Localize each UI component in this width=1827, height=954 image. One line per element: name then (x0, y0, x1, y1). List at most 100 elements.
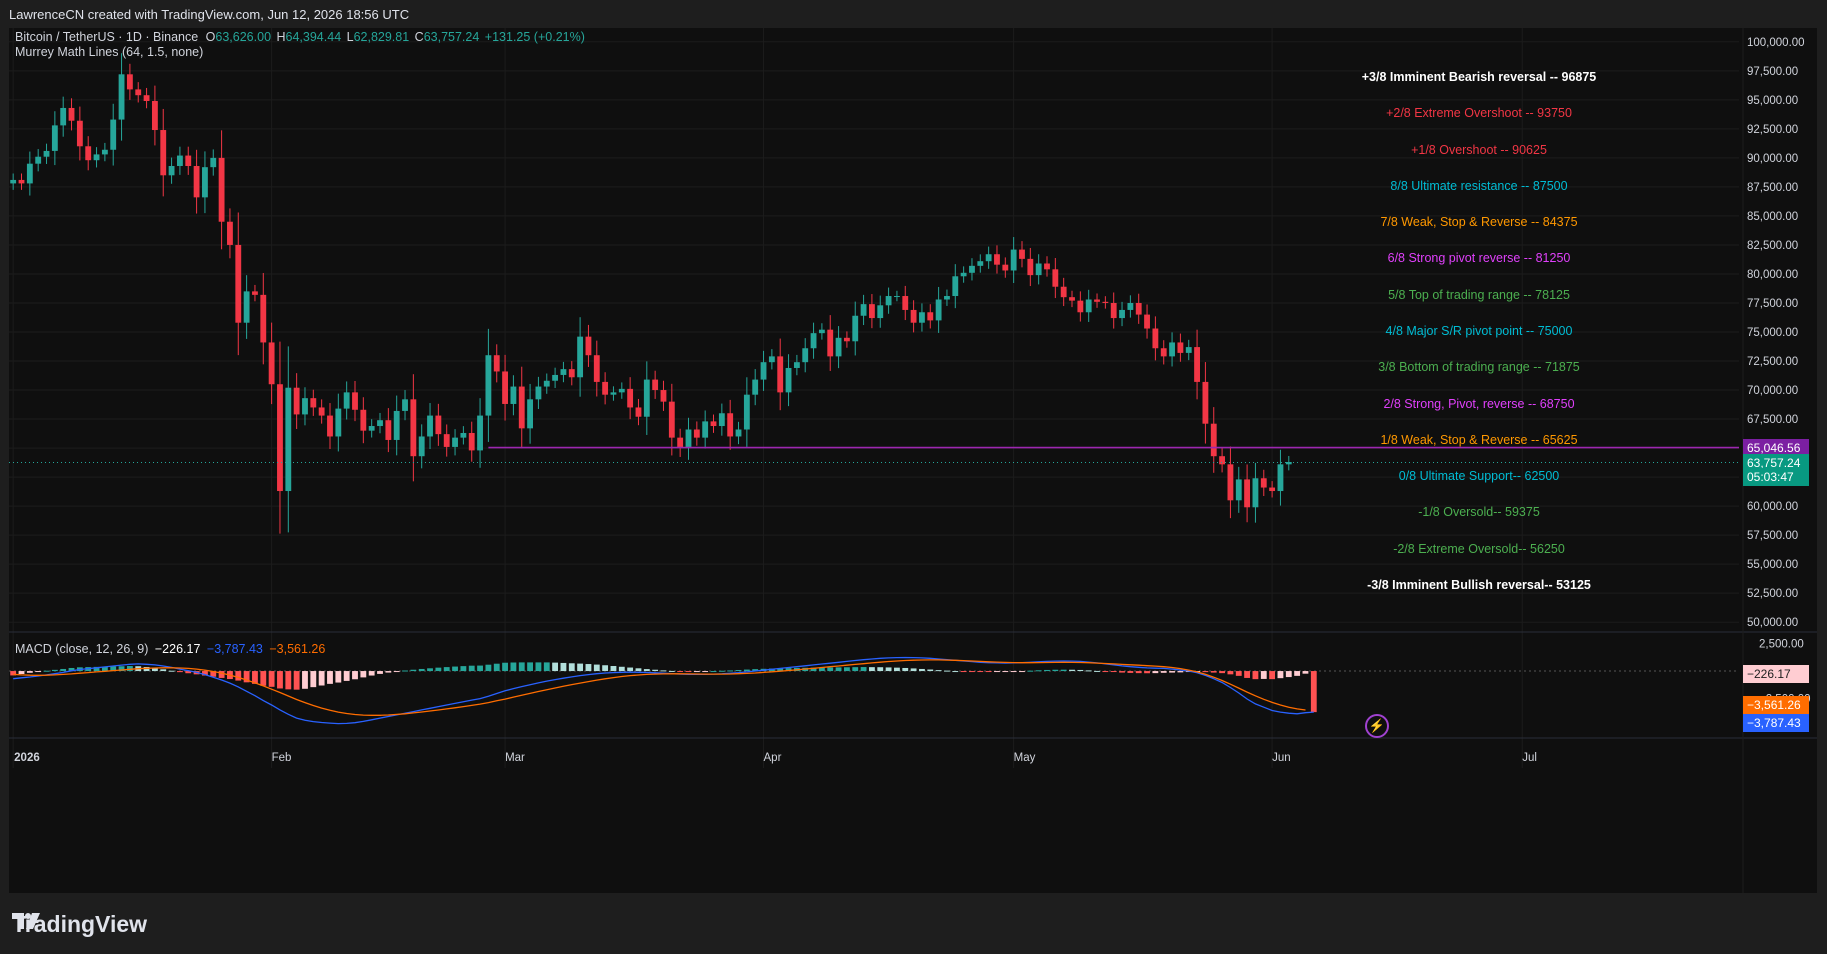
candle-body (1069, 297, 1075, 301)
macd-histogram-bar (260, 671, 267, 686)
candle-body (919, 312, 925, 323)
macd-histogram-bar (285, 671, 292, 690)
macd-histogram-bar (393, 671, 400, 673)
candle-body (618, 388, 625, 393)
tradingview-logo[interactable]: TradingView (12, 911, 147, 938)
candle-body (1252, 478, 1259, 508)
macd-histogram-bar (1127, 671, 1134, 673)
candle-body (277, 384, 283, 492)
macd-histogram-bar (1002, 671, 1009, 673)
candle-body (960, 272, 967, 277)
y-tick-label: 52,500.00 (1747, 588, 1798, 600)
candle-body (952, 276, 959, 297)
candle-body (393, 410, 400, 440)
candle-body (560, 369, 567, 375)
lightning-icon[interactable]: ⚡ (1365, 714, 1389, 738)
macd-histogram-bar (627, 667, 634, 672)
candle-body (252, 291, 258, 295)
macd-histogram-bar (168, 670, 175, 672)
murrey-line-label: 8/8 Ultimate resistance -- 87500 (1390, 178, 1568, 193)
candle-body (385, 420, 392, 440)
macd-histogram-bar (101, 666, 108, 672)
candle-body (1102, 301, 1109, 303)
macd-histogram-bar (877, 667, 884, 672)
candle-body (368, 426, 375, 431)
macd-histogram-bar (460, 666, 467, 672)
candle-body (327, 415, 333, 437)
macd-histogram-bar (610, 666, 617, 672)
candle-body (585, 336, 592, 356)
candle-body (693, 429, 700, 438)
macd-histogram-bar (110, 666, 117, 672)
macd-histogram-bar (335, 671, 342, 683)
macd-histogram-bar (985, 671, 992, 673)
y-tick-label: 55,000.00 (1747, 559, 1798, 571)
close-label: C (414, 30, 424, 44)
candle-body (535, 386, 542, 400)
macd-histogram-bar (852, 667, 859, 672)
candle-body (485, 355, 492, 416)
y-tick-label: 100,000.00 (1747, 37, 1805, 49)
close-value: 63,757.24 (423, 30, 480, 44)
macd-histogram-bar (1010, 671, 1017, 673)
symbol-name: Bitcoin / TetherUS · 1D · Binance (15, 30, 199, 44)
candle-body (977, 261, 984, 266)
candle-body (1127, 302, 1134, 310)
candle-body (360, 409, 367, 431)
y-tick-label: 87,500.00 (1747, 182, 1798, 194)
y-tick-label: 60,000.00 (1747, 501, 1798, 513)
macd-histogram-bar (1077, 669, 1084, 672)
candle-body (285, 387, 292, 492)
candle-body (835, 337, 842, 357)
macd-histogram-bar (602, 665, 609, 672)
macd-histogram-bar (1044, 669, 1050, 672)
open-value: 63,626.00 (215, 30, 272, 44)
candle-body (510, 386, 517, 404)
candle-body (710, 421, 717, 427)
candle-body (685, 429, 692, 449)
macd-histogram-bar (210, 671, 217, 677)
macd-histogram-bar (952, 671, 959, 673)
murrey-line-label: 7/8 Weak, Stop & Reverse -- 84375 (1380, 215, 1578, 230)
macd-histogram-bar (593, 664, 600, 672)
macd-histogram-bar (1069, 669, 1075, 672)
murrey-line-label: -2/8 Extreme Oversold-- 56250 (1393, 541, 1565, 556)
candle-body (335, 408, 342, 437)
macd-histogram-bar (660, 670, 667, 672)
macd-histogram-bar (827, 667, 834, 672)
macd-histogram-bar (727, 670, 734, 672)
candle-body (635, 407, 642, 417)
y-tick-label: 57,500.00 (1747, 530, 1798, 542)
candle-body (402, 399, 408, 411)
macd-histogram-bar (927, 669, 934, 672)
change-value: +131.25 (+0.21%) (484, 30, 585, 44)
macd-histogram-bar (368, 671, 375, 676)
candle-body (518, 386, 525, 429)
candle-body (543, 380, 550, 387)
candle-body (1035, 263, 1042, 276)
candle-body (552, 374, 559, 381)
candle-body (1010, 249, 1017, 271)
candle-body (718, 413, 725, 427)
murrey-line-label: +3/8 Imminent Bearish reversal -- 96875 (1361, 70, 1597, 85)
chart-area[interactable]: 100,000.00 97,500.00 95,000.00 92,500.00 90,… (9, 28, 1817, 893)
candle-body (227, 221, 233, 245)
candle-body (443, 434, 450, 447)
macd-histogram-bar (1244, 671, 1251, 678)
price-chart-svg[interactable]: 100,000.00 97,500.00 95,000.00 92,500.00 90,… (9, 28, 1817, 893)
candle-body (110, 119, 117, 150)
candle-body (502, 371, 508, 404)
candle-body (1160, 348, 1167, 357)
candle-body (1019, 249, 1025, 259)
macd-histogram-bar (10, 671, 17, 676)
candle-body (994, 254, 1000, 265)
candle-body (210, 157, 217, 168)
candle-body (160, 130, 167, 176)
candle-body (944, 296, 950, 300)
macd-histogram-bar (1085, 670, 1092, 672)
candle-body (85, 146, 92, 161)
candle-body (1194, 347, 1200, 382)
candle-body (302, 398, 308, 415)
macd-histogram-bar (643, 669, 650, 672)
macd-histogram-bar (1227, 671, 1234, 675)
